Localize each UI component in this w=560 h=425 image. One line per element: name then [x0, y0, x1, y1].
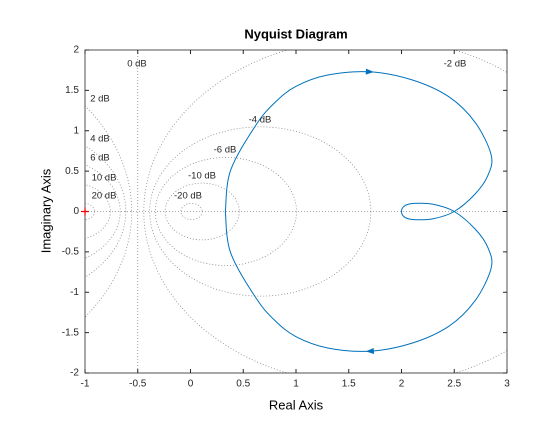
y-tick-label: -1.5 — [62, 327, 80, 338]
y-tick-label: 1 — [73, 125, 79, 136]
db-grid-label: 6 dB — [90, 153, 110, 164]
db-grid-circle — [85, 184, 111, 239]
x-tick-label: 0 — [188, 379, 194, 390]
y-tick-label: 0.5 — [65, 166, 79, 177]
db-grid-label: -6 dB — [214, 145, 237, 156]
db-grid-label: 20 dB — [92, 191, 117, 202]
y-tick-label: 2 — [73, 45, 79, 56]
x-tick-label: 1.5 — [342, 379, 356, 390]
x-tick-label: 2.5 — [447, 379, 461, 390]
x-tick-label: -0.5 — [129, 379, 147, 390]
db-grid-circle — [180, 202, 203, 221]
db-grid-circle — [164, 182, 240, 241]
nyquist-curve — [224, 71, 493, 352]
db-grid-circle — [85, 164, 121, 259]
x-tick-label: 2 — [399, 379, 405, 390]
critical-point — [81, 207, 89, 216]
db-grid-circle — [154, 157, 297, 266]
db-grid-label: 2 dB — [90, 94, 110, 105]
x-tick-label: -1 — [81, 379, 90, 390]
x-tick-label: 3 — [504, 379, 510, 390]
db-grid-circle — [149, 126, 372, 297]
chart-title: Nyquist Diagram — [244, 26, 347, 41]
x-axis-label: Real Axis — [269, 397, 324, 412]
y-tick-label: -0.5 — [62, 247, 80, 258]
db-grid-circle — [85, 202, 95, 221]
db-grid-label: -10 dB — [188, 171, 216, 182]
db-grid-label: -2 dB — [444, 59, 467, 70]
direction-arrow — [365, 347, 375, 354]
db-grid-label: -4 dB — [249, 115, 272, 126]
y-axis-label: Imaginary Axis — [38, 168, 53, 253]
db-grid-label: 4 dB — [90, 134, 110, 145]
y-tick-label: 1.5 — [65, 85, 79, 96]
y-tick-label: 0 — [73, 206, 79, 217]
db-grid-label: -20 dB — [174, 191, 202, 202]
db-grid-label: 10 dB — [92, 173, 117, 184]
y-tick-label: -1 — [70, 287, 79, 298]
plot-area — [85, 50, 507, 373]
x-tick-label: 0.5 — [236, 379, 250, 390]
db-grid-label: 0 dB — [127, 59, 147, 70]
y-tick-label: -2 — [70, 368, 79, 379]
direction-arrow — [365, 68, 374, 75]
db-grid-circle — [85, 105, 133, 318]
x-tick-label: 1 — [293, 379, 299, 390]
db-grid-circle — [85, 145, 127, 278]
